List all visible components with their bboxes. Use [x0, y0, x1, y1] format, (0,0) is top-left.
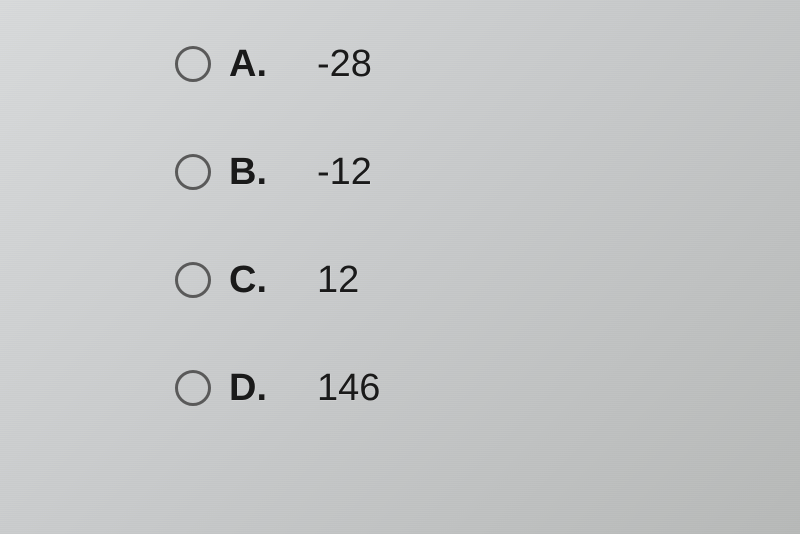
- option-letter-d: D.: [229, 367, 289, 410]
- option-row-d[interactable]: D. 146: [175, 364, 800, 412]
- option-letter-b: B.: [229, 151, 289, 194]
- option-row-b[interactable]: B. -12: [175, 148, 800, 196]
- radio-button-a[interactable]: [175, 46, 211, 82]
- option-value-d: 146: [317, 367, 380, 410]
- radio-button-b[interactable]: [175, 154, 211, 190]
- option-row-c[interactable]: C. 12: [175, 256, 800, 304]
- option-value-b: -12: [317, 151, 372, 194]
- option-value-a: -28: [317, 43, 372, 86]
- option-letter-a: A.: [229, 43, 289, 86]
- radio-button-c[interactable]: [175, 262, 211, 298]
- option-letter-c: C.: [229, 259, 289, 302]
- radio-button-d[interactable]: [175, 370, 211, 406]
- option-value-c: 12: [317, 259, 359, 302]
- option-row-a[interactable]: A. -28: [175, 40, 800, 88]
